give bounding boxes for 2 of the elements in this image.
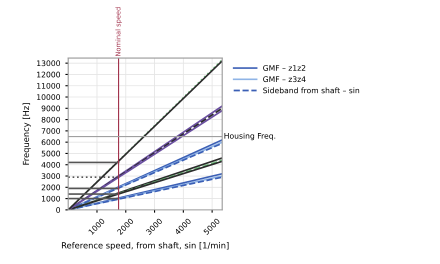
y-axis-title: Frequency [Hz] [22, 103, 31, 165]
x-axis-title: Reference speed, from shaft, sin [1/min] [62, 242, 229, 250]
